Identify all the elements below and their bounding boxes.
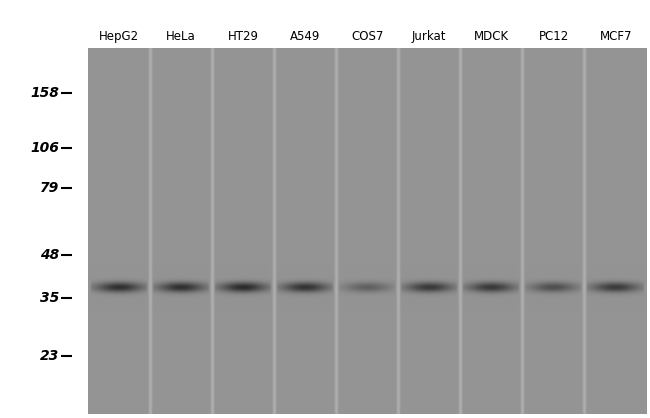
Text: 23: 23	[40, 349, 58, 362]
Text: HT29: HT29	[227, 30, 259, 43]
Text: COS7: COS7	[351, 30, 383, 43]
Text: 35: 35	[40, 291, 58, 306]
Text: 48: 48	[40, 248, 58, 263]
Text: 79: 79	[40, 181, 58, 194]
Text: PC12: PC12	[538, 30, 569, 43]
Text: Jurkat: Jurkat	[412, 30, 447, 43]
Text: HepG2: HepG2	[99, 30, 139, 43]
Text: 106: 106	[30, 140, 58, 155]
Text: MDCK: MDCK	[474, 30, 509, 43]
Text: 158: 158	[30, 86, 58, 100]
Text: MCF7: MCF7	[599, 30, 632, 43]
Text: A549: A549	[290, 30, 320, 43]
Text: HeLa: HeLa	[166, 30, 196, 43]
